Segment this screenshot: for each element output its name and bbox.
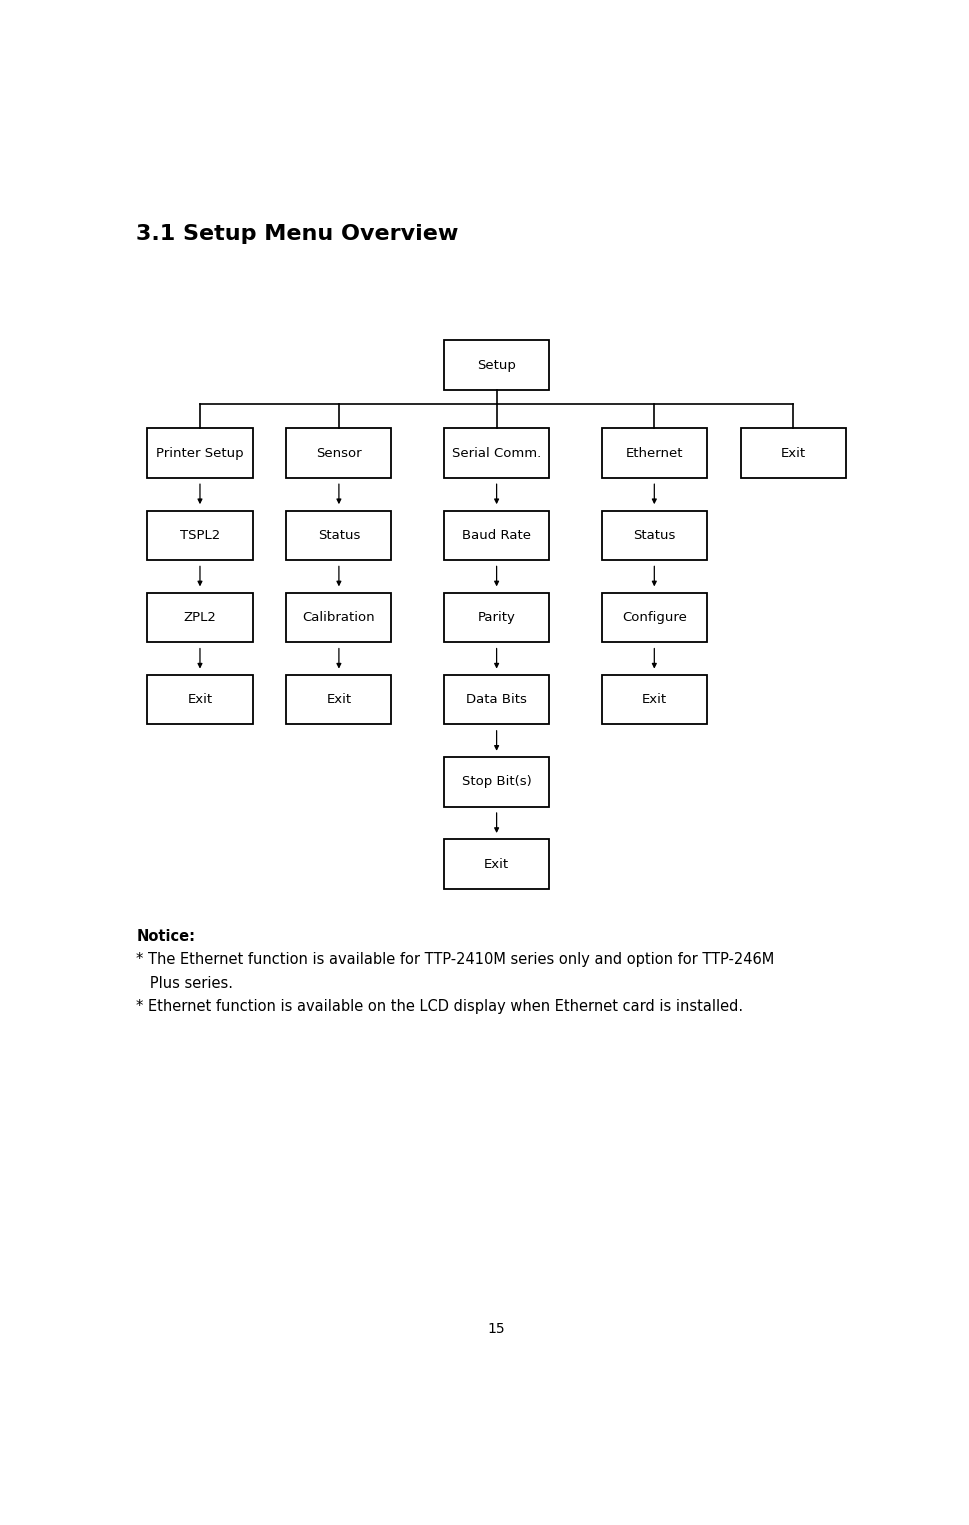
Bar: [444, 593, 549, 642]
Text: Exit: Exit: [187, 694, 212, 706]
Text: Ethernet: Ethernet: [626, 447, 683, 459]
Text: * Ethernet function is available on the LCD display when Ethernet card is instal: * Ethernet function is available on the …: [136, 999, 743, 1014]
Bar: [444, 429, 549, 477]
Text: Status: Status: [318, 529, 360, 541]
Text: Data Bits: Data Bits: [466, 694, 527, 706]
Bar: [147, 593, 253, 642]
Text: * The Ethernet function is available for TTP-2410M series only and option for TT: * The Ethernet function is available for…: [136, 952, 774, 967]
Bar: [147, 511, 253, 560]
Text: Printer Setup: Printer Setup: [156, 447, 244, 459]
Bar: [147, 676, 253, 724]
Text: Baud Rate: Baud Rate: [462, 529, 531, 541]
Bar: [444, 758, 549, 807]
Text: Serial Comm.: Serial Comm.: [452, 447, 542, 459]
Bar: [287, 511, 391, 560]
Text: Setup: Setup: [477, 358, 516, 372]
Text: Exit: Exit: [781, 447, 806, 459]
Text: Notice:: Notice:: [136, 929, 195, 944]
Text: ZPL2: ZPL2: [183, 612, 216, 624]
Text: Plus series.: Plus series.: [136, 976, 234, 991]
Text: Calibration: Calibration: [302, 612, 375, 624]
Bar: [602, 429, 707, 477]
Bar: [444, 839, 549, 889]
Bar: [740, 429, 846, 477]
Text: 3.1 Setup Menu Overview: 3.1 Setup Menu Overview: [136, 224, 458, 244]
Text: TSPL2: TSPL2: [180, 529, 220, 541]
Bar: [287, 676, 391, 724]
Text: Exit: Exit: [641, 694, 667, 706]
Text: Configure: Configure: [622, 612, 687, 624]
Text: Parity: Parity: [478, 612, 516, 624]
Text: Status: Status: [633, 529, 675, 541]
Bar: [602, 676, 707, 724]
Text: Exit: Exit: [484, 857, 509, 871]
Bar: [602, 511, 707, 560]
Bar: [602, 593, 707, 642]
Bar: [444, 676, 549, 724]
Bar: [444, 511, 549, 560]
Bar: [147, 429, 253, 477]
Bar: [287, 593, 391, 642]
Bar: [287, 429, 391, 477]
Text: 15: 15: [487, 1322, 506, 1336]
Text: Sensor: Sensor: [316, 447, 361, 459]
Bar: [444, 340, 549, 390]
Text: Exit: Exit: [327, 694, 352, 706]
Text: Stop Bit(s): Stop Bit(s): [462, 775, 531, 788]
